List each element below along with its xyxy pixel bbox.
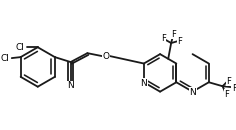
- Text: F: F: [226, 77, 231, 86]
- Text: F: F: [161, 34, 166, 43]
- Text: Cl: Cl: [16, 43, 24, 52]
- Text: F: F: [171, 30, 176, 39]
- Text: F: F: [224, 90, 229, 99]
- Text: F: F: [178, 37, 182, 46]
- Text: N: N: [189, 88, 196, 97]
- Text: N: N: [67, 81, 74, 90]
- Text: O: O: [103, 52, 110, 61]
- Text: Cl: Cl: [0, 54, 9, 63]
- Text: F: F: [232, 84, 236, 93]
- Text: N: N: [140, 79, 147, 88]
